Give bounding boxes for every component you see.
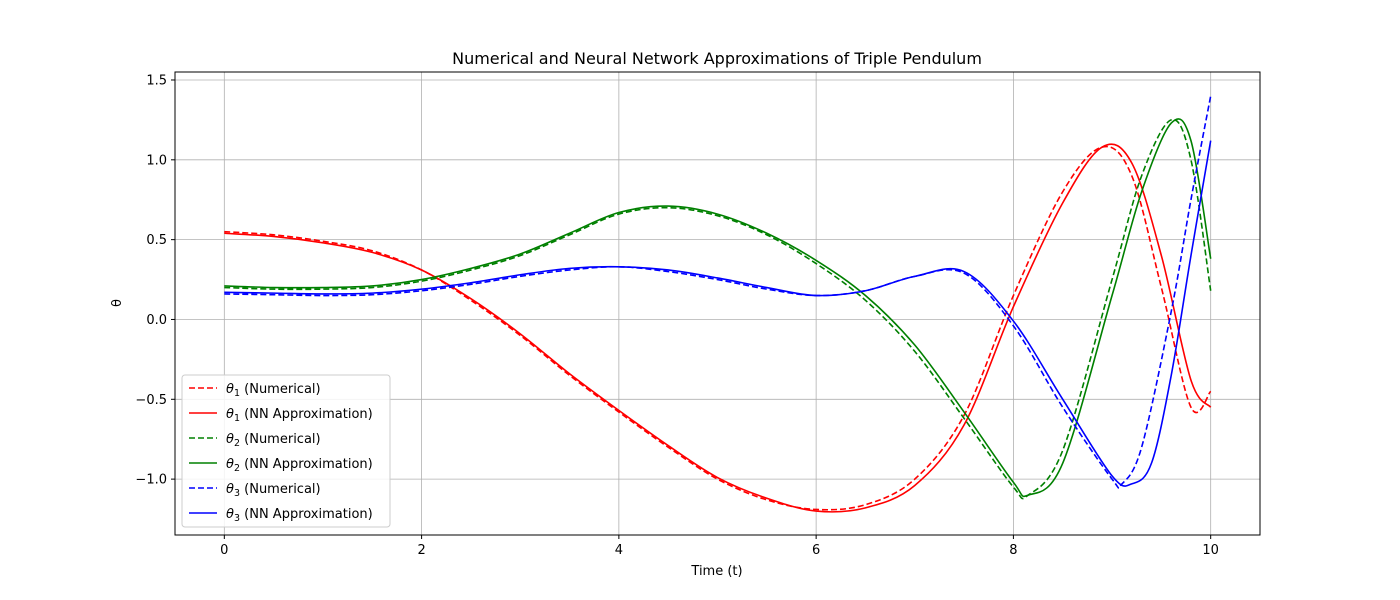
y-tick-label: −0.5: [135, 393, 167, 408]
legend: θ1 (Numerical)θ1 (NN Approximation)θ2 (N…: [181, 374, 391, 528]
legend-symbol: θ: [226, 382, 234, 397]
y-tick-label: 1.0: [146, 153, 167, 168]
x-tick-label: 6: [812, 543, 820, 558]
x-tick-label: 4: [615, 543, 623, 558]
y-tick-label: 1.5: [146, 73, 167, 88]
legend-symbol: θ: [226, 432, 234, 447]
legend-subscript: 2: [234, 463, 240, 474]
legend-suffix: (Numerical): [240, 432, 321, 447]
legend-subscript: 1: [234, 413, 240, 424]
x-tick-label: 0: [220, 543, 228, 558]
legend-subscript: 2: [234, 438, 240, 449]
legend-suffix: (NN Approximation): [240, 457, 373, 472]
series-line-4: [224, 118, 1212, 498]
legend-suffix: (NN Approximation): [240, 507, 373, 522]
x-tick-label: 2: [417, 543, 425, 558]
legend-symbol: θ: [226, 507, 234, 522]
legend-subscript: 3: [234, 513, 240, 524]
legend-subscript: 1: [234, 388, 240, 399]
series-line-6: [224, 140, 1212, 487]
legend-suffix: (Numerical): [240, 382, 321, 397]
series-line-3: [224, 118, 1212, 500]
y-tick-label: −1.0: [135, 473, 167, 488]
y-tick-label: 0.0: [146, 313, 167, 328]
legend-symbol: θ: [226, 407, 234, 422]
x-axis-title: Time (t): [690, 564, 742, 579]
legend-suffix: (NN Approximation): [240, 407, 373, 422]
plot-frame: [174, 71, 1261, 536]
legend-label-3: θ2 (Numerical): [226, 432, 321, 449]
axes: 0 2 4 6 8 10 −1.0 −0.5 0.0 0.5 1.0 1.5: [135, 73, 1219, 558]
x-tick-label: 8: [1009, 543, 1017, 558]
legend-label-1: θ1 (Numerical): [226, 382, 321, 399]
chart-title: Numerical and Neural Network Approximati…: [452, 49, 982, 68]
legend-box: [181, 374, 391, 528]
legend-label-2: θ1 (NN Approximation): [226, 407, 373, 424]
legend-label-4: θ2 (NN Approximation): [226, 457, 373, 474]
legend-symbol: θ: [226, 482, 234, 497]
series-line-2: [224, 143, 1212, 513]
legend-label-6: θ3 (NN Approximation): [226, 507, 373, 524]
legend-suffix: (Numerical): [240, 482, 321, 497]
y-axis-title: θ: [110, 299, 125, 307]
x-tick-label: 10: [1202, 543, 1219, 558]
legend-symbol: θ: [226, 457, 234, 472]
y-tick-label: 0.5: [146, 233, 167, 248]
legend-label-5: θ3 (Numerical): [226, 482, 321, 499]
plot-area: [224, 95, 1212, 513]
legend-subscript: 3: [234, 488, 240, 499]
